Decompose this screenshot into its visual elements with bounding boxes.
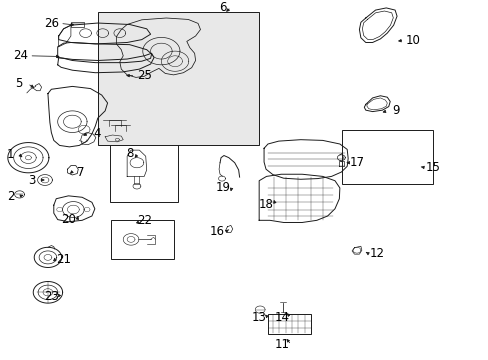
Text: 19: 19 [215,181,230,194]
Text: 9: 9 [391,104,399,117]
Text: 12: 12 [369,247,384,260]
Text: 3: 3 [28,174,36,186]
Text: 14: 14 [275,311,289,324]
Text: 25: 25 [137,69,151,82]
Text: 4: 4 [93,127,101,140]
Text: 16: 16 [210,225,224,238]
Text: 21: 21 [56,253,71,266]
Bar [111,220,174,259]
Text: 26: 26 [44,17,59,30]
Text: 7: 7 [77,166,84,179]
Text: 24: 24 [13,49,28,62]
Text: 6: 6 [218,1,226,14]
Text: 18: 18 [259,198,273,211]
Bar [267,314,310,334]
Bar [98,12,259,145]
Bar [110,130,178,202]
Bar [71,22,83,27]
Text: 10: 10 [405,34,420,47]
Text: 2: 2 [7,190,15,203]
Text: 1: 1 [7,148,15,161]
Text: 20: 20 [61,213,76,226]
Text: 22: 22 [137,214,151,227]
Text: 11: 11 [275,338,289,351]
Text: 17: 17 [349,156,364,169]
Text: 15: 15 [425,161,439,174]
Text: 5: 5 [15,77,22,90]
Text: 8: 8 [125,147,133,159]
Text: 23: 23 [44,291,59,303]
Text: 13: 13 [251,311,266,324]
Bar [342,130,432,184]
